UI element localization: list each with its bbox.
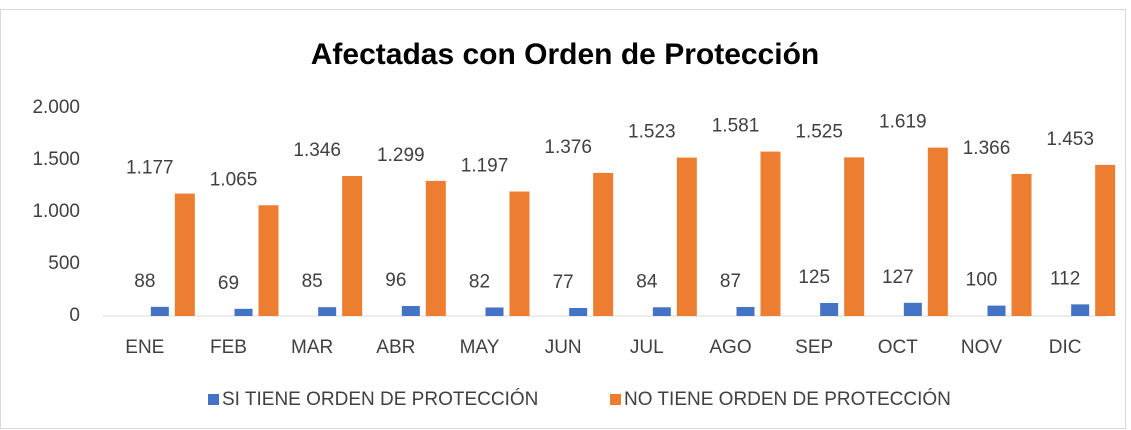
- x-tick-label: AGO: [709, 337, 751, 358]
- data-label: 1.346: [293, 140, 341, 161]
- bar: [1095, 164, 1116, 316]
- bar: [927, 147, 948, 316]
- data-label: 87: [720, 271, 741, 292]
- x-tick-label: DIC: [1049, 337, 1082, 358]
- data-label: 77: [553, 272, 574, 293]
- data-label: 1.376: [544, 137, 592, 158]
- bar: [258, 205, 279, 316]
- bar: [318, 307, 337, 316]
- bar: [425, 180, 446, 316]
- x-tick-label: JUL: [630, 337, 664, 358]
- data-label: 82: [469, 271, 490, 292]
- x-tick-label: SEP: [795, 337, 833, 358]
- chart-frame: [0, 9, 1126, 429]
- x-tick-label: ABR: [376, 337, 415, 358]
- x-tick-label: ENE: [125, 337, 164, 358]
- y-tick-label: 500: [48, 253, 80, 274]
- bar: [676, 157, 697, 316]
- data-label: 1.525: [795, 121, 843, 142]
- data-label: 96: [385, 270, 406, 291]
- data-label: 84: [636, 271, 658, 292]
- bar: [485, 307, 504, 316]
- y-tick-label: 1.500: [32, 149, 80, 170]
- data-label: 1.177: [126, 158, 174, 179]
- bar: [593, 172, 614, 316]
- data-label: 1.619: [879, 112, 927, 133]
- data-label: 85: [302, 271, 323, 292]
- data-label: 112: [1050, 268, 1080, 289]
- data-label: 125: [798, 267, 830, 288]
- bar: [1011, 173, 1032, 316]
- data-label: 1.453: [1046, 129, 1094, 150]
- x-tick-label: OCT: [878, 337, 919, 358]
- data-label: 127: [882, 267, 914, 288]
- bar: [760, 151, 781, 316]
- bar: [401, 306, 420, 316]
- x-tick-label: FEB: [210, 337, 247, 358]
- data-label: 100: [966, 270, 998, 291]
- x-tick-label: JUN: [545, 337, 582, 358]
- legend-swatch: [208, 394, 219, 405]
- bar: [652, 307, 671, 316]
- data-label: 1.197: [461, 156, 509, 177]
- y-tick-label: 0: [69, 305, 80, 326]
- legend-swatch: [610, 394, 621, 405]
- data-label: 1.299: [377, 145, 425, 166]
- data-label: 88: [134, 271, 155, 292]
- bar: [844, 157, 865, 316]
- bar: [569, 307, 588, 316]
- data-label: 1.523: [628, 122, 676, 143]
- bar: [736, 306, 755, 316]
- bar: [509, 191, 530, 316]
- bar: [987, 305, 1006, 316]
- y-tick-label: 2.000: [32, 97, 80, 118]
- bar: [150, 306, 169, 316]
- y-tick-label: 1.000: [32, 201, 80, 222]
- x-tick-label: MAY: [460, 337, 500, 358]
- data-label: 69: [218, 273, 239, 294]
- chart-title: Afectadas con Orden de Protección: [311, 38, 819, 71]
- legend-label: NO TIENE ORDEN DE PROTECCIÓN: [624, 388, 951, 410]
- bar: [903, 302, 922, 316]
- bar: [1071, 304, 1090, 316]
- data-label: 1.065: [210, 169, 258, 190]
- legend-label: SI TIENE ORDEN DE PROTECCIÓN: [222, 388, 538, 410]
- bar: [820, 303, 839, 316]
- x-tick-label: NOV: [961, 337, 1003, 358]
- bar: [234, 308, 253, 316]
- data-label: 1.581: [712, 116, 760, 137]
- bar: [174, 193, 195, 316]
- x-tick-label: MAR: [291, 337, 333, 358]
- bar: [342, 176, 363, 316]
- data-label: 1.366: [963, 138, 1011, 159]
